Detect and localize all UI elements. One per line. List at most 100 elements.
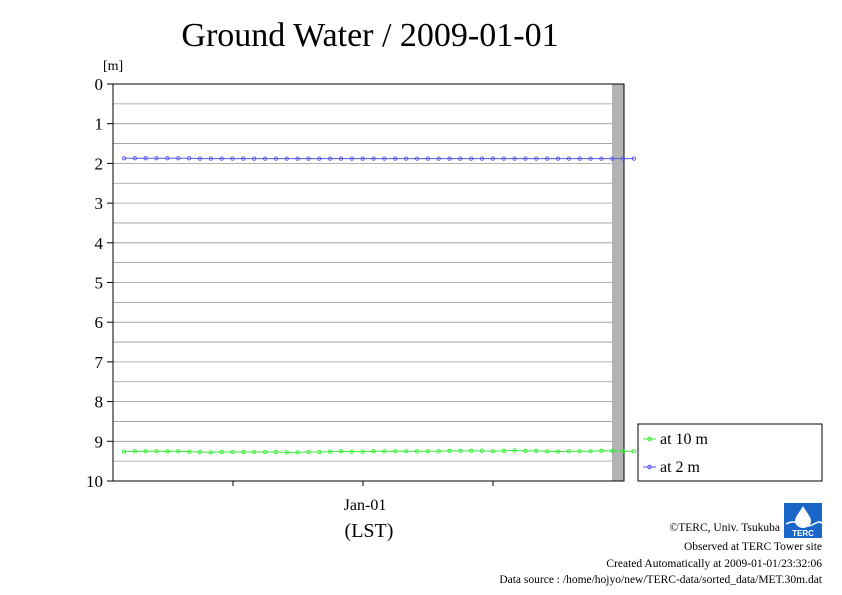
series-at-2m-point <box>176 156 181 161</box>
series-at-10m-point <box>501 448 506 453</box>
series-at-2m-point <box>219 156 224 161</box>
series-at-10m-point <box>545 449 550 454</box>
series-at-10m-point <box>447 448 452 453</box>
series-layer <box>121 156 637 455</box>
series-at-10m-point <box>273 449 279 455</box>
x-axis <box>232 481 494 486</box>
series-at-2m-point <box>566 156 571 161</box>
series-at-10m-point <box>219 449 224 455</box>
series-at-10m-point <box>306 449 311 455</box>
series-at-10m-point <box>523 448 528 453</box>
series-at-10m-point <box>165 449 170 454</box>
series-at-2m-point <box>197 156 203 161</box>
x-tick-label-jan-01: Jan-01 <box>344 497 387 514</box>
series-at-2m-point <box>327 156 333 161</box>
series-at-10m-point <box>132 449 138 454</box>
series-at-10m-point <box>534 448 539 453</box>
copyright-text: ©TERC, Univ. Tsukuba <box>670 522 780 534</box>
series-at-2m-point <box>284 156 289 161</box>
series-at-2m-point <box>317 156 322 161</box>
grid-lines <box>113 103 624 462</box>
y-axis: 0 1 2 3 4 5 6 7 8 9 10 <box>86 75 113 491</box>
series-at-2m-point <box>154 156 159 161</box>
series-at-2m-point <box>338 156 344 161</box>
observed-text: Observed at TERC Tower site <box>684 541 822 553</box>
series-at-10m-point <box>360 449 365 454</box>
series-at-2m-point <box>436 156 441 161</box>
series-at-2m-point <box>479 156 485 161</box>
series-at-2m-point <box>414 156 420 161</box>
series-at-2m-point <box>610 156 615 161</box>
series-at-10m-point <box>425 449 430 454</box>
y-tick-label: 10 <box>86 472 103 491</box>
chart-title: Ground Water / 2009-01-01 <box>181 17 558 54</box>
series-at-10m-point <box>327 449 333 454</box>
series-at-10m-point <box>338 449 344 454</box>
wave-icon <box>785 521 823 527</box>
series-at-10m-point <box>555 449 561 454</box>
series-at-2m-point <box>534 156 539 161</box>
series-at-10m-point <box>143 449 148 454</box>
series-at-10m-point <box>566 449 571 454</box>
series-at-10m-point <box>577 449 582 454</box>
series-at-2m-point <box>393 156 398 161</box>
y-tick-label: 3 <box>95 194 104 213</box>
series-at-2m-point <box>425 156 430 161</box>
series-at-10m-point <box>317 449 322 455</box>
y-tick-label: 7 <box>95 353 104 372</box>
series-at-2m-point <box>230 156 235 161</box>
legend-marker-2m <box>647 464 652 470</box>
series-at-10m-point <box>479 448 485 453</box>
y-tick-label: 6 <box>95 313 104 332</box>
series-at-10m-point <box>295 450 300 455</box>
legend-label-10m: at 10 m <box>660 431 709 448</box>
series-at-2m-point <box>360 156 365 161</box>
series-at-2m-point <box>447 156 452 161</box>
created-text: Created Automatically at 2009-01-01/23:3… <box>606 558 822 570</box>
series-at-10m-point <box>252 449 257 455</box>
series-at-10m-point <box>382 449 387 454</box>
legend-box <box>637 423 823 482</box>
series-at-2m-point <box>512 156 517 161</box>
series-at-2m-point <box>501 156 506 161</box>
legend-label-2m: at 2 m <box>660 459 701 476</box>
series-at-10m-point <box>631 449 637 454</box>
series-at-2m-point <box>555 156 561 161</box>
y-tick-label: 4 <box>95 234 104 253</box>
series-at-10m-point <box>490 449 496 454</box>
series-at-10m-point <box>154 449 159 454</box>
series-at-10m-point <box>414 449 420 454</box>
series-at-2m-point <box>273 156 279 161</box>
series-at-10m-point <box>403 449 409 454</box>
series-at-2m-point <box>631 156 637 161</box>
legend-marker-10m <box>647 436 652 442</box>
series-at-2m-point <box>208 156 213 161</box>
y-axis-unit: [m] <box>103 59 123 74</box>
series-at-2m-point <box>143 156 148 161</box>
series-at-10m-point <box>262 449 268 455</box>
series-at-2m-point <box>241 156 246 161</box>
series-at-10m-point <box>610 448 615 453</box>
series-at-2m-point <box>252 156 257 161</box>
series-at-2m-point <box>262 156 268 161</box>
series-at-10m-point <box>393 449 398 454</box>
series-at-10m-point <box>599 448 604 453</box>
series-at-2m-point <box>295 156 300 161</box>
series-at-10m-point <box>458 448 463 453</box>
series-at-2m-point <box>186 156 192 161</box>
series-at-10m-point <box>186 449 192 454</box>
y-tick-label: 2 <box>95 154 104 173</box>
series-at-10m-point <box>208 450 213 455</box>
series-at-10m-point <box>230 449 235 455</box>
series-at-2m-point <box>620 156 626 161</box>
y-tick-label: 9 <box>95 432 104 451</box>
series-at-2m-point <box>403 156 409 161</box>
series-at-2m-point <box>165 156 170 161</box>
series-at-2m-point <box>132 156 138 161</box>
series-at-2m-point <box>588 156 593 161</box>
series-at-10m-point <box>620 449 626 454</box>
series-at-10m-point <box>176 449 181 454</box>
no-data-band <box>612 84 624 481</box>
series-at-10m-point <box>436 449 441 454</box>
